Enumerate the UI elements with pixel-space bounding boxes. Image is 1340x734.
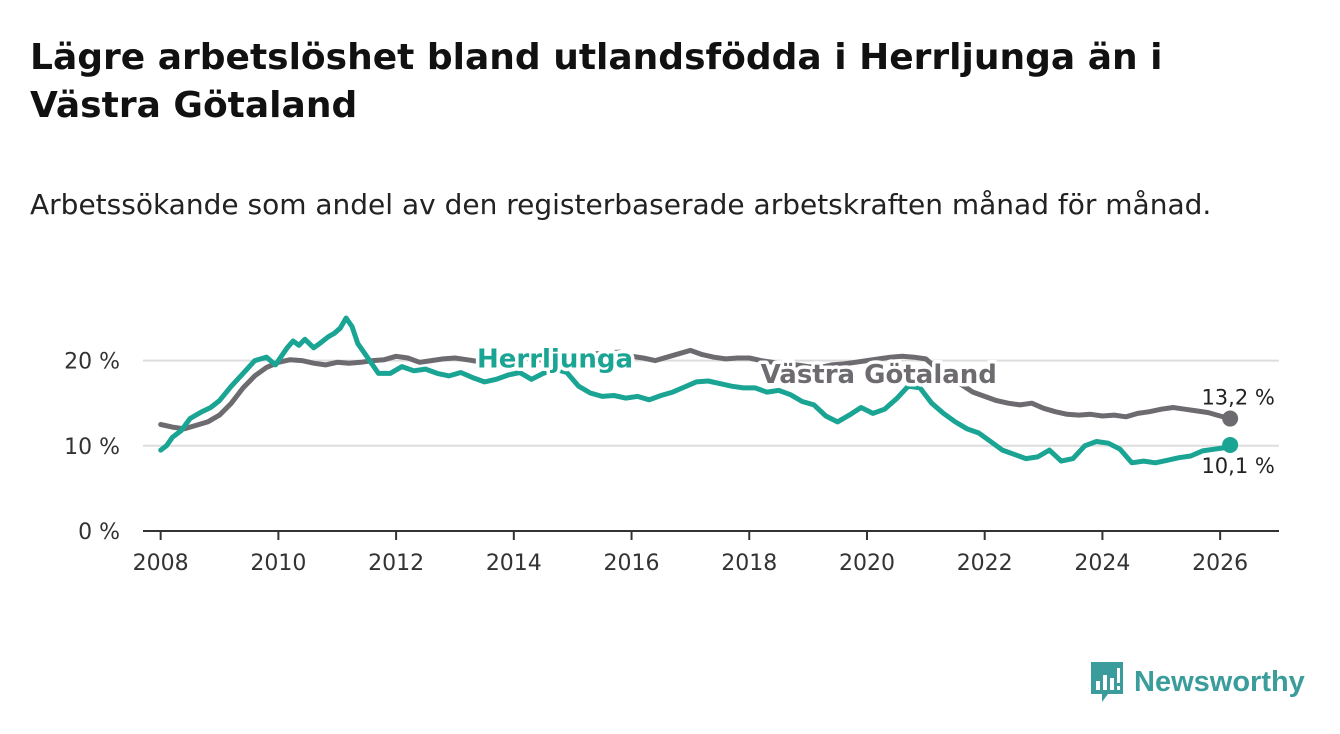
vastra-gotaland-end-label: 13,2 % (1201, 386, 1274, 410)
series-layer (158, 315, 1239, 466)
x-tick-label: 2026 (1192, 551, 1248, 576)
vastra-gotaland-end-point (1222, 410, 1239, 427)
axis-layer: 0 % 10 % 20 % 2008 2010 2012 2014 2016 2018 2020 2… (64, 350, 1279, 576)
grid-layer (143, 359, 1279, 447)
y-tick-label: 0 % (78, 520, 120, 545)
x-tick-label: 2024 (1074, 551, 1130, 576)
x-tick-label: 2008 (133, 551, 189, 576)
herrljunga-end-label: 10,1 % (1201, 454, 1274, 478)
x-tick-label: 2016 (604, 551, 660, 576)
x-tick-label: 2010 (250, 551, 306, 576)
vastra-gotaland-line (158, 347, 1233, 432)
newsworthy-logo: Newsworthy (1089, 660, 1305, 704)
herrljunga-series-label: Herrljunga (477, 344, 633, 374)
herrljunga-end-point (1222, 436, 1239, 453)
newsworthy-logo-icon (1091, 662, 1123, 702)
chart-title: Lägre arbetslöshet bland utlandsfödda i … (30, 37, 1163, 126)
vastra-gotaland-series-label: Västra Götaland (761, 360, 997, 390)
y-tick-label: 20 % (64, 350, 120, 375)
y-tick-label: 10 % (64, 435, 120, 460)
x-tick-label: 2022 (957, 551, 1013, 576)
chart-subtitle: Arbetssökande som andel av den registerb… (30, 188, 1212, 221)
x-tick-label: 2012 (368, 551, 424, 576)
label-layer: 10,1 % 13,2 % Herrljunga Västra Götaland (473, 341, 1274, 478)
x-tick-label: 2014 (486, 551, 542, 576)
x-tick-label: 2020 (839, 551, 895, 576)
herrljunga-line (158, 315, 1233, 466)
x-tick-label: 2018 (721, 551, 777, 576)
brand-name: Newsworthy (1134, 665, 1305, 698)
